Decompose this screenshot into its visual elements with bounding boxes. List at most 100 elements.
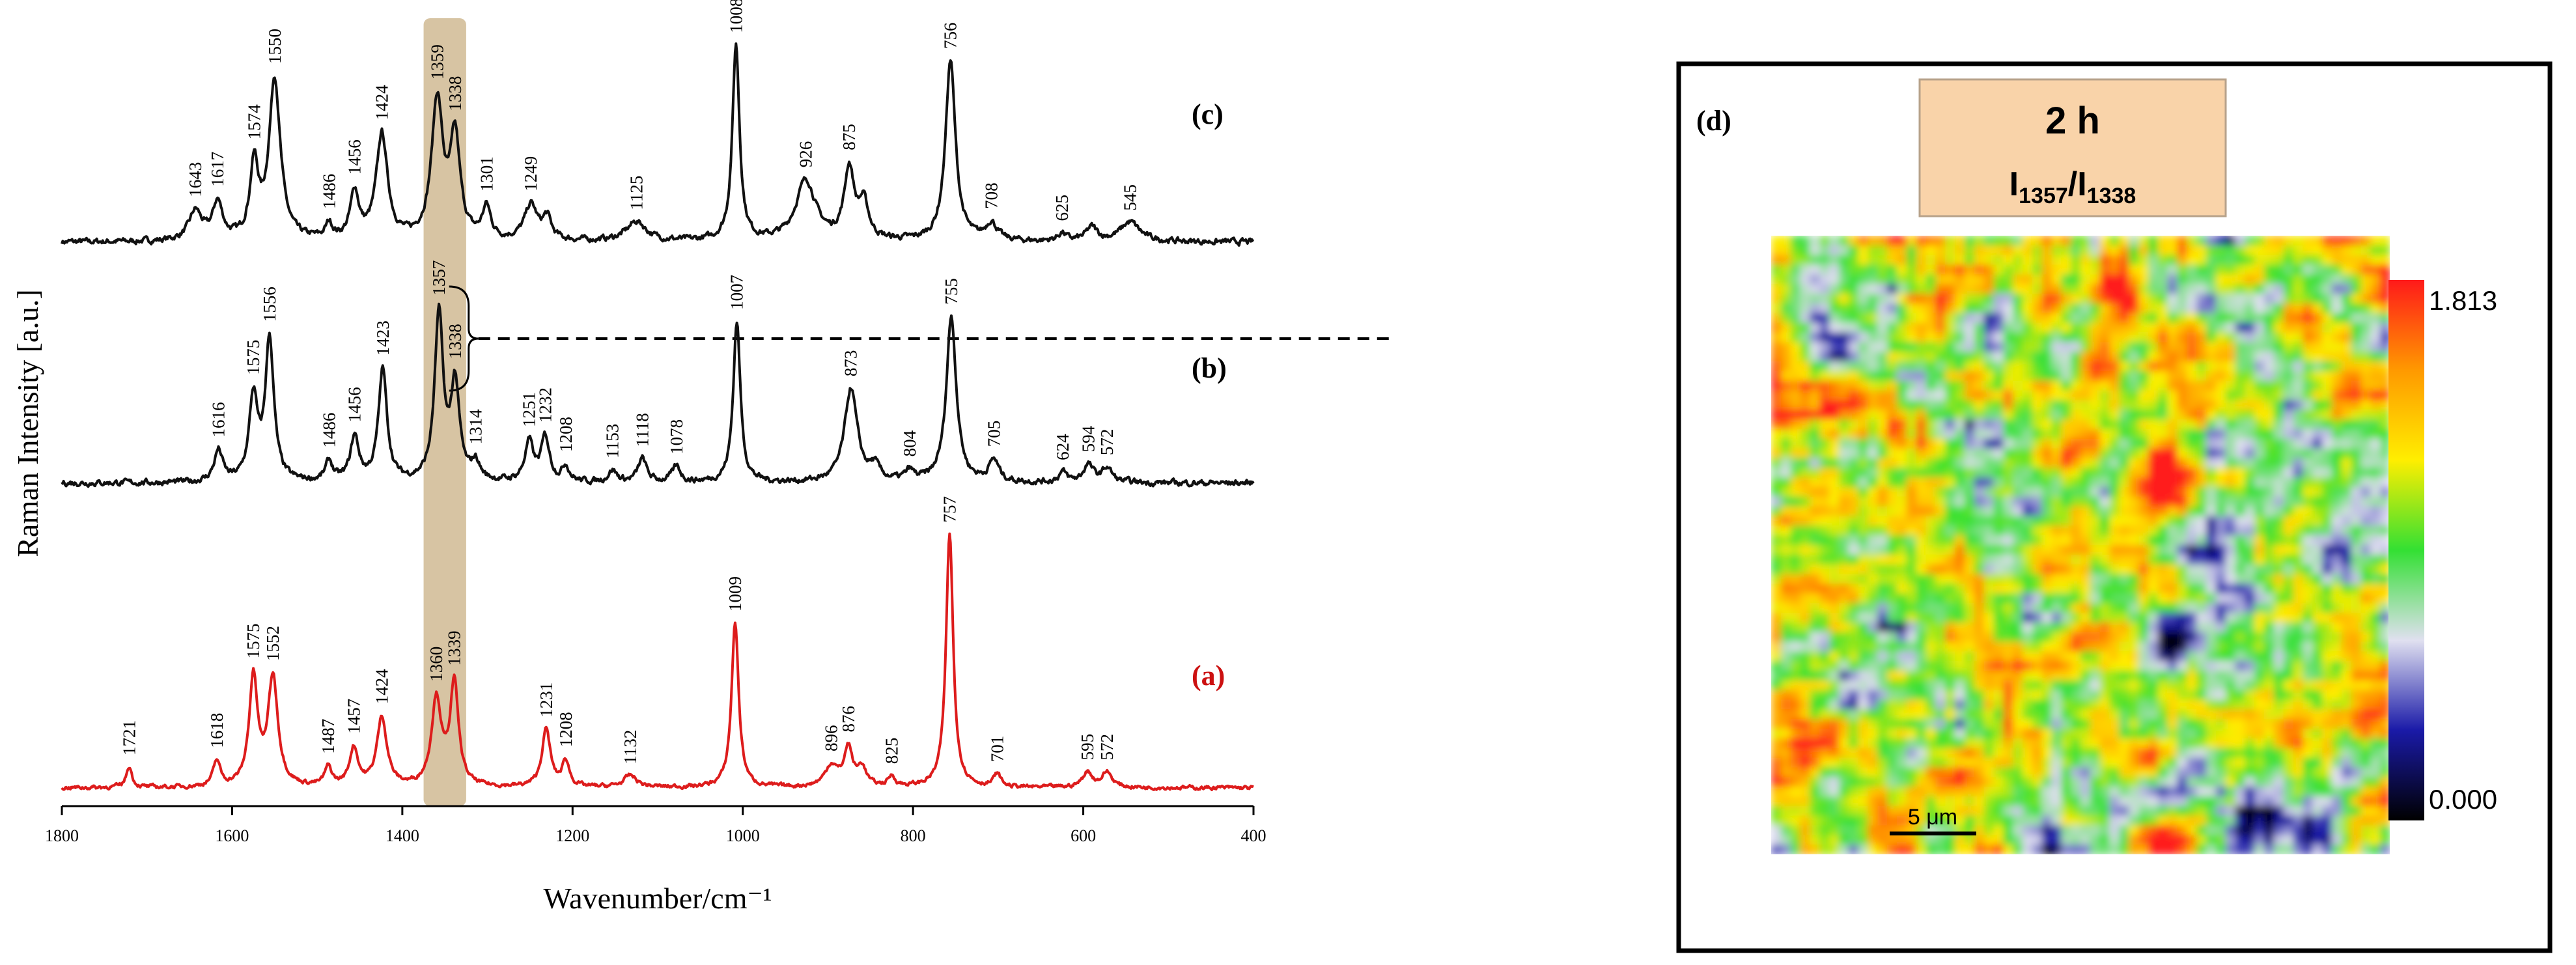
heatmap-cell: [2254, 641, 2265, 652]
heatmap-cell: [2061, 554, 2071, 565]
heatmap-cell: [2061, 371, 2071, 382]
heatmap-cell: [2312, 603, 2323, 613]
heatmap-cell: [1858, 245, 1869, 256]
heatmap-cell: [2380, 787, 2390, 797]
heatmap-cell: [2293, 400, 2304, 410]
heatmap-cell: [1877, 835, 1888, 845]
heatmap-cell: [2254, 719, 2265, 729]
heatmap-cell: [2245, 632, 2255, 643]
heatmap-cell: [1897, 535, 1907, 546]
heatmap-cell: [2206, 264, 2217, 275]
heatmap-cell: [1848, 545, 1859, 555]
heatmap-cell: [2109, 419, 2120, 430]
heatmap-cell: [1993, 342, 2004, 352]
heatmap-cell: [2003, 516, 2013, 527]
heatmap-cell: [2351, 632, 2362, 643]
heatmap-cell: [2080, 274, 2091, 285]
heatmap-cell: [2109, 255, 2120, 266]
heatmap-cell: [1897, 632, 1907, 643]
heatmap-cell: [2322, 574, 2332, 585]
heatmap-cell: [2303, 835, 2313, 845]
heatmap-cell: [2303, 574, 2313, 585]
heatmap-cell: [2215, 709, 2226, 720]
heatmap-cell: [2090, 835, 2101, 845]
peak-label-a: 1208: [556, 712, 576, 747]
heatmap-cell: [2061, 525, 2071, 536]
heatmap-cell: [2351, 845, 2362, 854]
heatmap-cell: [1983, 729, 1995, 739]
heatmap-cell: [1906, 255, 1917, 266]
heatmap-cell: [2331, 255, 2342, 266]
heatmap-cell: [1858, 767, 1869, 777]
heatmap-cell: [2380, 651, 2390, 662]
heatmap-cell: [2003, 593, 2013, 604]
heatmap-cell: [1906, 815, 1917, 826]
heatmap-cell: [2380, 245, 2390, 256]
heatmap-cell: [1771, 805, 1782, 817]
heatmap-cell: [2167, 255, 2178, 266]
heatmap-cell: [2351, 284, 2362, 294]
heatmap-cell: [2109, 361, 2120, 372]
heatmap-cell: [2206, 236, 2217, 246]
heatmap-cell: [2080, 729, 2091, 739]
heatmap-cell: [2245, 477, 2255, 488]
heatmap-cell: [1858, 554, 1869, 565]
heatmap-cell: [2013, 428, 2023, 440]
heatmap-cell: [2003, 612, 2013, 623]
heatmap-cell: [1906, 719, 1917, 729]
heatmap-cell: [2032, 845, 2043, 854]
heatmap-cell: [2071, 400, 2081, 410]
heatmap-cell: [2273, 845, 2284, 854]
heatmap-cell: [2283, 284, 2294, 294]
heatmap-cell: [2322, 322, 2332, 333]
heatmap-cell: [1877, 400, 1888, 410]
heatmap-cell: [2187, 245, 2197, 256]
heatmap-cell: [1916, 835, 1927, 845]
heatmap-cell: [1838, 400, 1849, 410]
heatmap-cell: [1848, 622, 1859, 633]
heatmap-cell: [2013, 825, 2023, 836]
heatmap-cell: [2225, 612, 2236, 623]
heatmap-cell: [1829, 603, 1840, 613]
heatmap-cell: [2013, 699, 2023, 710]
heatmap-cell: [2370, 284, 2381, 294]
heatmap-cell: [2245, 719, 2255, 729]
heatmap-cell: [2003, 805, 2013, 817]
heatmap-cell: [1838, 361, 1849, 372]
heatmap-cell: [2138, 603, 2149, 613]
heatmap-cell: [2167, 845, 2178, 854]
heatmap-cell: [2119, 486, 2129, 497]
heatmap-cell: [2003, 845, 2013, 854]
heatmap-cell: [2032, 738, 2043, 749]
heatmap-cell: [1897, 671, 1907, 681]
heatmap-cell: [2099, 719, 2110, 729]
heatmap-cell: [1964, 361, 1975, 372]
heatmap-cell: [1858, 564, 1869, 575]
heatmap-cell: [2051, 303, 2062, 314]
heatmap-cell: [2148, 805, 2159, 817]
heatmap-cell: [2157, 428, 2168, 440]
heatmap-cell: [1964, 767, 1975, 777]
heatmap-cell: [1925, 274, 1937, 285]
heatmap-cell: [2157, 274, 2168, 285]
heatmap-cell: [1800, 632, 1811, 643]
heatmap-cell: [1877, 738, 1888, 749]
heatmap-cell: [1935, 448, 1946, 459]
heatmap-cell: [2177, 342, 2187, 352]
heatmap-cell: [2080, 796, 2091, 807]
heatmap-cell: [2293, 486, 2304, 497]
heatmap-cell: [2041, 583, 2052, 594]
heatmap-cell: [1887, 438, 1897, 449]
heatmap-cell: [2071, 255, 2081, 266]
heatmap-cell: [2167, 496, 2178, 507]
heatmap-cell: [2254, 545, 2265, 555]
heatmap-cell: [2022, 845, 2033, 854]
heatmap-cell: [2061, 438, 2071, 449]
heatmap-cell: [2167, 535, 2178, 546]
heatmap-cell: [2167, 303, 2178, 314]
heatmap-cell: [2245, 574, 2255, 585]
heatmap-cell: [1897, 264, 1907, 275]
heatmap-cell: [1983, 428, 1995, 440]
heatmap-cell: [2312, 486, 2323, 497]
heatmap-cell: [1993, 525, 2004, 536]
